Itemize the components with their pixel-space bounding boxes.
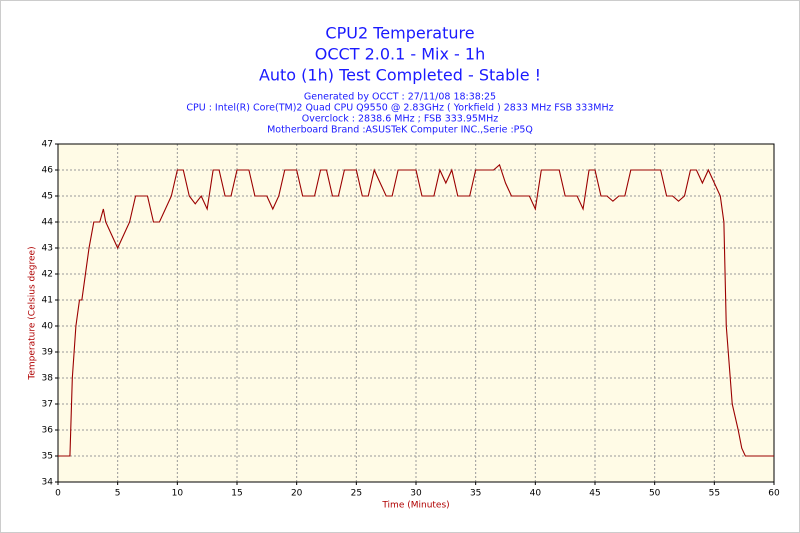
chart-subtitle: Motherboard Brand :ASUSTeK Computer INC.… bbox=[267, 125, 533, 136]
chart-subtitle: Generated by OCCT : 27/11/08 18:38:25 bbox=[304, 92, 496, 103]
y-tick-label: 44 bbox=[42, 218, 54, 228]
x-tick-label: 40 bbox=[530, 489, 542, 499]
x-tick-label: 50 bbox=[649, 489, 661, 499]
x-tick-label: 60 bbox=[768, 489, 780, 499]
x-tick-label: 5 bbox=[115, 489, 121, 499]
y-tick-label: 36 bbox=[42, 426, 54, 436]
chart-title: OCCT 2.0.1 - Mix - 1h bbox=[315, 45, 485, 64]
x-tick-label: 25 bbox=[351, 489, 362, 499]
data-line bbox=[58, 163, 774, 457]
x-tick-label: 0 bbox=[55, 489, 61, 499]
x-axis-label: Time (Minutes) bbox=[381, 501, 449, 511]
y-tick-label: 41 bbox=[42, 296, 53, 306]
chart-subtitle: Overclock : 2838.6 MHz ; FSB 333.95MHz bbox=[302, 114, 499, 125]
y-axis-label: Temperature (Celsius degree) bbox=[28, 246, 38, 380]
y-tick-label: 38 bbox=[42, 374, 54, 384]
y-tick-label: 42 bbox=[42, 270, 53, 280]
chart-subtitle: CPU : Intel(R) Core(TM)2 Quad CPU Q9550 … bbox=[186, 103, 613, 114]
x-tick-label: 55 bbox=[709, 489, 720, 499]
x-tick-label: 10 bbox=[172, 489, 184, 499]
chart-title: CPU2 Temperature bbox=[325, 24, 474, 43]
y-tick-label: 39 bbox=[42, 348, 54, 358]
y-tick-label: 35 bbox=[42, 452, 53, 462]
y-tick-label: 37 bbox=[42, 400, 53, 410]
x-tick-label: 45 bbox=[589, 489, 600, 499]
plot-border bbox=[57, 143, 775, 483]
y-tick-label: 46 bbox=[42, 166, 54, 176]
x-tick-label: 15 bbox=[231, 489, 242, 499]
y-tick-label: 40 bbox=[42, 322, 54, 332]
y-tick-label: 43 bbox=[42, 244, 53, 254]
y-tick-label: 45 bbox=[42, 192, 53, 202]
x-tick-label: 30 bbox=[410, 489, 422, 499]
x-tick-label: 20 bbox=[291, 489, 303, 499]
y-tick-label: 47 bbox=[42, 140, 53, 150]
x-tick-label: 35 bbox=[470, 489, 481, 499]
chart-title: Auto (1h) Test Completed - Stable ! bbox=[259, 66, 541, 85]
y-tick-label: 34 bbox=[42, 478, 54, 488]
